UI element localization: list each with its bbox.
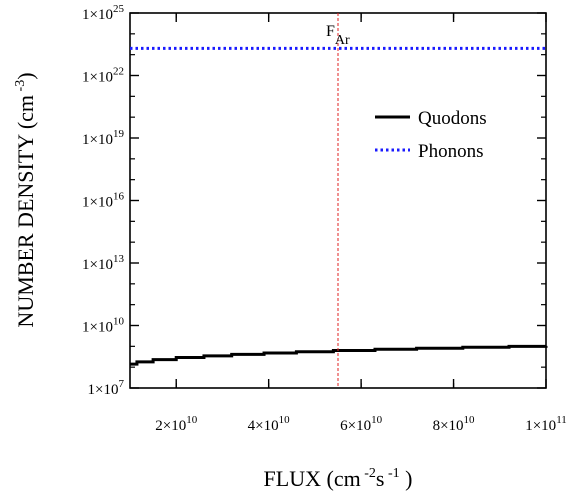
axis-ticks bbox=[130, 12, 547, 389]
x-tick-label: 4×1010 bbox=[248, 414, 290, 434]
data-marks bbox=[130, 46, 548, 366]
annotation-label: FAr bbox=[326, 23, 350, 48]
y-tick-label: 1×1025 bbox=[82, 3, 124, 23]
legend-label-quodons: Quodons bbox=[418, 108, 487, 129]
x-tick-label: 1×1011 bbox=[525, 414, 567, 434]
y-tick-label: 1×1019 bbox=[82, 128, 124, 148]
legend: Quodons Phonons bbox=[375, 108, 487, 162]
tick-labels: 2×1010 4×1010 6×1010 8×1010 1×1011 1×107 1×101… bbox=[82, 3, 567, 434]
y-tick-label: 1×107 bbox=[88, 378, 125, 398]
annotations: FAr bbox=[326, 13, 350, 388]
y-tick-label: 1×1013 bbox=[82, 253, 124, 273]
series-line-quodons bbox=[130, 344, 548, 366]
x-tick-label: 6×1010 bbox=[340, 414, 382, 434]
x-tick-label: 2×1010 bbox=[155, 414, 197, 434]
y-tick-label: 1×1010 bbox=[82, 316, 124, 336]
x-tick-label: 8×1010 bbox=[433, 414, 475, 434]
y-axis-title: NUMBER DENSITY (cm -3) bbox=[13, 72, 38, 327]
y-tick-label: 1×1016 bbox=[82, 191, 124, 211]
y-tick-label: 1×1022 bbox=[82, 66, 124, 86]
x-axis-title: FLUX (cm -2s -1 ) bbox=[264, 466, 413, 491]
legend-label-phonons: Phonons bbox=[418, 141, 483, 162]
